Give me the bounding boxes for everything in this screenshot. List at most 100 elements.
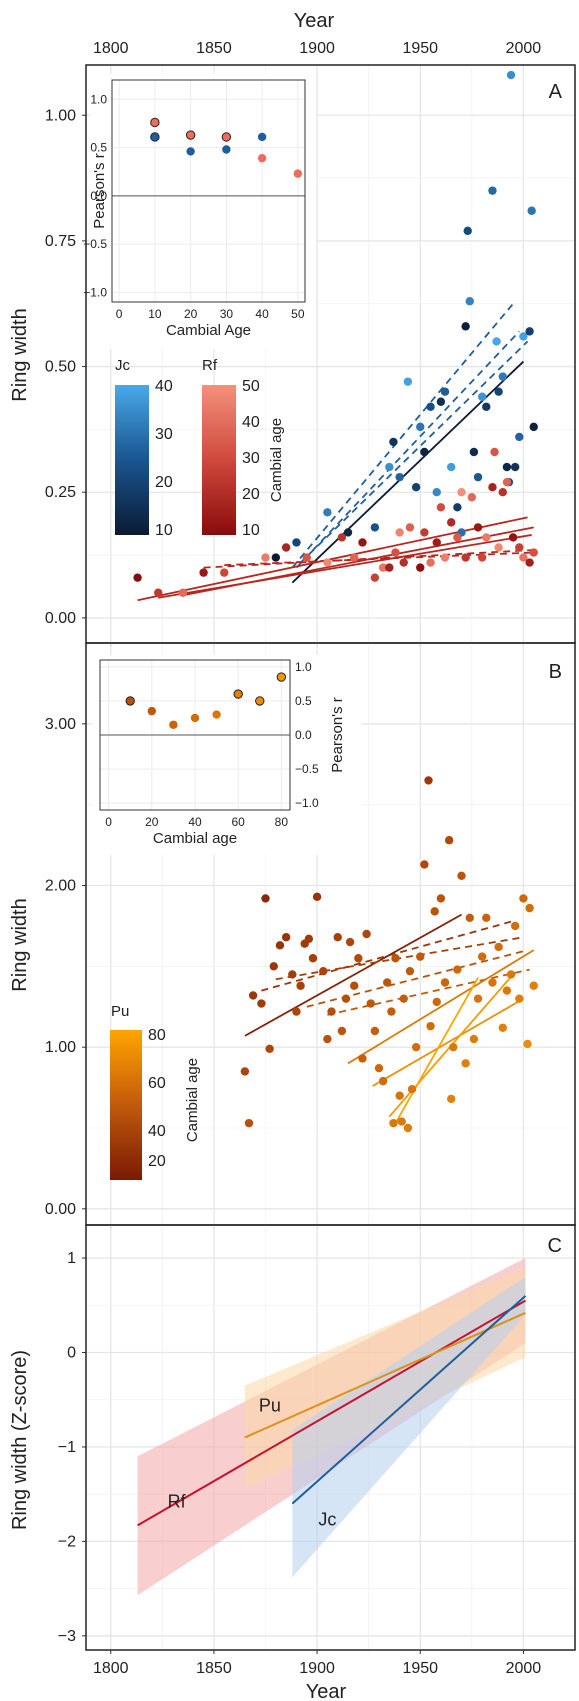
gridlines <box>86 65 576 643</box>
inset-a: 0 10 20 30 40 50 −1.0 −0.5 0.0 0.5 1.0 Cambial Age P… <box>83 74 316 349</box>
inset-y-tick-label: −0.5 <box>83 237 107 251</box>
data-point-jc <box>510 462 520 472</box>
inset-point-rf <box>257 153 267 163</box>
data-point-pu <box>515 994 524 1003</box>
inset-y-tick-label: −1.0 <box>295 796 319 810</box>
inset-point-jc <box>186 147 195 156</box>
data-point-pu <box>387 1007 396 1016</box>
y-tick-label: 0 <box>67 1345 76 1362</box>
y-tick-label: 1.00 <box>45 1039 76 1056</box>
data-point-rf <box>467 493 477 502</box>
panel-b-ylabel: Ring width <box>9 898 31 991</box>
inset-point-pu <box>125 696 135 706</box>
data-point-rf <box>323 558 332 567</box>
trend-line-jc <box>291 1295 527 1505</box>
data-point-pu <box>374 1063 384 1073</box>
inset-x-tick-label: 10 <box>148 307 162 321</box>
data-point-jc <box>465 297 474 306</box>
y-tick-label: 0.00 <box>45 610 76 627</box>
inset-point-pu <box>147 706 157 716</box>
data-point-jc <box>453 503 462 512</box>
fit-line-jc <box>299 340 529 564</box>
data-point-rf <box>436 503 446 512</box>
trend-line-rf <box>137 1299 526 1527</box>
y-tick-label: −1 <box>58 1439 76 1456</box>
data-point-pu <box>510 921 520 931</box>
data-point-jc <box>494 387 503 396</box>
inset-point-pu <box>255 696 265 706</box>
y-tick-label: −3 <box>58 1628 76 1645</box>
data-point-pu <box>257 999 266 1008</box>
data-point-rf <box>154 588 163 597</box>
data-point-pu <box>420 860 429 869</box>
bottom-x-tick-label: 1950 <box>402 1660 438 1677</box>
data-point-pu <box>461 1059 470 1068</box>
inset-y-tick-label: 0.0 <box>295 728 312 742</box>
data-point-jc <box>527 206 536 215</box>
top-x-tick-label: 2000 <box>506 40 542 57</box>
data-point-pu <box>296 981 305 990</box>
data-point-pu <box>240 1067 250 1076</box>
data-point-pu <box>430 907 439 916</box>
data-point-rf <box>453 533 462 542</box>
colorbar-rf-tick: 30 <box>242 450 260 467</box>
inset-x-tick-label: 0 <box>116 307 123 321</box>
data-point-rf <box>220 568 229 577</box>
legend-a-title: Cambial age <box>268 418 285 502</box>
data-point-jc <box>492 337 501 346</box>
data-point-rf <box>378 563 388 572</box>
data-point-jc <box>432 488 441 497</box>
colorbar-rf <box>202 385 236 535</box>
fit-line-rf <box>182 526 534 597</box>
y-tick-label: 0.00 <box>45 1201 76 1218</box>
data-point-jc <box>463 226 472 236</box>
top-axis-title: Year <box>294 10 335 32</box>
bottom-x-tick-label: 1850 <box>196 1660 232 1677</box>
series-labels: Rf Pu Jc <box>168 1396 337 1530</box>
colorbar-jc-tick: 40 <box>155 378 173 395</box>
data-point-jc <box>461 322 470 331</box>
bottom-x-tick-label: 1900 <box>299 1660 335 1677</box>
inset-y-tick-label: 1.0 <box>295 660 312 674</box>
fit-line-pu <box>372 997 524 1087</box>
colorbar-pu-tick: 60 <box>148 1075 166 1092</box>
data-point-rf <box>498 488 507 497</box>
inset-point-pu <box>169 720 178 729</box>
data-point-rf <box>370 573 380 582</box>
data-point-pu <box>444 836 454 845</box>
fit-line-pu <box>261 920 514 992</box>
inset-frame <box>111 79 306 303</box>
inset-background <box>90 74 316 349</box>
series-label-jc: Jc <box>318 1510 336 1530</box>
panel-a: 0.000.250.500.751.000 10 20 30 40 50−1.0−0.50… <box>45 64 576 647</box>
fit-line-jc <box>291 300 516 569</box>
data-point-pu <box>502 986 512 995</box>
data-point-pu <box>304 934 314 944</box>
inset-point-pu <box>276 672 287 682</box>
data-point-pu <box>457 871 466 880</box>
colorbar-jc-tick: 20 <box>155 474 173 491</box>
data-point-jc <box>482 402 491 411</box>
data-point-rf <box>302 553 311 562</box>
top-x-tick-label: 1800 <box>93 40 129 57</box>
data-point-rf <box>199 568 208 577</box>
inset-xlabel: Cambial age <box>153 830 237 847</box>
band-jc <box>292 1276 526 1578</box>
data-point-pu <box>362 929 371 939</box>
data-point-pu <box>370 1026 380 1036</box>
inset-point-rf <box>293 169 303 178</box>
scatter-points <box>240 776 538 1133</box>
data-point-pu <box>447 1094 456 1104</box>
data-point-pu <box>333 933 342 942</box>
inset-ylabel: Pearson's r <box>329 697 346 772</box>
data-point-jc <box>447 462 456 472</box>
inset-x-tick-label: 40 <box>255 307 269 321</box>
colorbar-pu-tick: 40 <box>148 1123 166 1140</box>
data-point-pu <box>432 997 441 1007</box>
data-point-rf <box>515 543 524 552</box>
colorbar-rf-tick: 50 <box>242 378 260 395</box>
data-point-jc <box>411 482 421 492</box>
data-point-pu <box>449 1042 458 1052</box>
data-point-rf <box>502 477 512 487</box>
inset-point-jc <box>150 132 160 142</box>
